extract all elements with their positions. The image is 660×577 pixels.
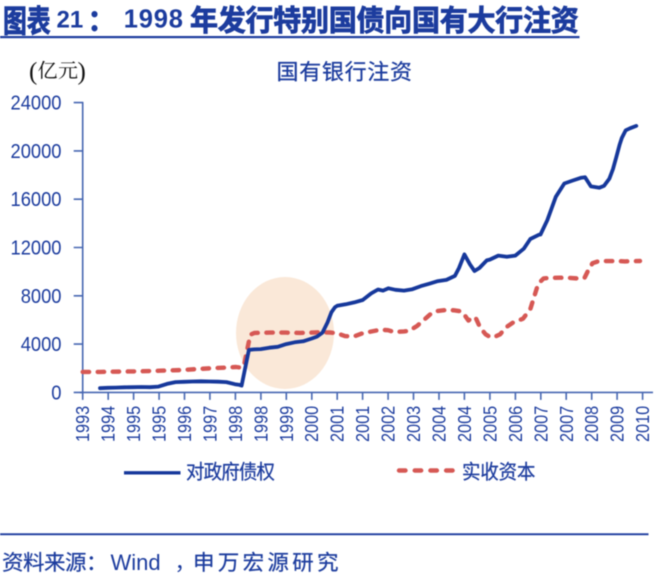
svg-text:1998: 1998 [124,5,184,33]
svg-text:1997: 1997 [199,406,220,442]
svg-text:Wind: Wind [111,550,161,575]
svg-text:1993: 1993 [72,406,93,442]
svg-text:16000: 16000 [11,189,62,211]
svg-text:12000: 12000 [11,238,62,260]
svg-text:1998: 1998 [225,406,246,442]
svg-text:2001: 2001 [352,406,373,442]
svg-text:2009: 2009 [607,406,628,442]
svg-text:1995: 1995 [123,406,144,442]
svg-text:2001: 2001 [327,406,348,442]
svg-text:2005: 2005 [479,406,500,442]
svg-text:21: 21 [57,6,84,33]
svg-text:1994: 1994 [98,405,119,442]
svg-text:2008: 2008 [581,406,602,442]
svg-text:2002: 2002 [378,406,399,442]
svg-text:): ) [78,59,86,86]
svg-text:2004: 2004 [454,405,475,442]
svg-text:1999: 1999 [276,406,297,442]
svg-text:(: ( [29,59,37,86]
svg-text:2006: 2006 [505,406,526,442]
svg-text:20000: 20000 [11,141,62,163]
svg-text:1998: 1998 [250,406,271,442]
svg-text:2010: 2010 [632,406,653,442]
svg-text:24000: 24000 [11,93,62,115]
svg-text:8000: 8000 [21,286,62,308]
svg-text:4000: 4000 [21,334,62,356]
svg-text:1995: 1995 [149,406,170,442]
svg-text:2000: 2000 [301,406,322,442]
svg-text:2007: 2007 [556,406,577,442]
svg-text:0: 0 [51,382,61,404]
svg-text:1996: 1996 [174,406,195,442]
svg-text:2003: 2003 [403,406,424,442]
svg-text:2004: 2004 [429,405,450,442]
svg-text:2007: 2007 [530,406,551,442]
